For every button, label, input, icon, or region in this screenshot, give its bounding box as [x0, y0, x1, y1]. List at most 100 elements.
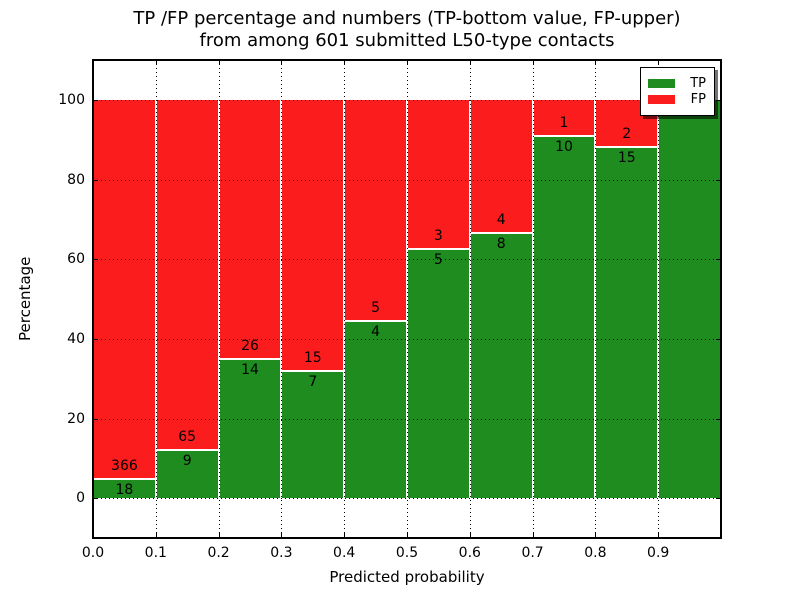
- bar-label-fp-7: 1: [559, 115, 569, 132]
- bar-segment-tp-3: [281, 371, 345, 499]
- chart-title: TP /FP percentage and numbers (TP-bottom…: [93, 8, 721, 52]
- x-tick-label-5: 0.5: [395, 545, 419, 561]
- x-tick-bottom-1: [155, 533, 157, 538]
- y-tick-right-20: [716, 418, 721, 420]
- bar-label-fp-0: 366: [111, 458, 138, 475]
- x-tick-top-3: [281, 60, 283, 65]
- bar-segment-fp-1: [155, 99, 219, 450]
- legend-item-tp: TP: [648, 77, 706, 90]
- y-tick-right-60: [716, 259, 721, 261]
- x-tick-bottom-8: [595, 533, 597, 538]
- bar-label-tp-4: 4: [371, 324, 381, 341]
- x-tick-bottom-6: [469, 533, 471, 538]
- legend-label-fp: FP: [690, 92, 706, 107]
- x-tick-top-8: [595, 60, 597, 65]
- bar-label-tp-7: 10: [555, 139, 573, 156]
- x-tick-top-7: [532, 60, 534, 65]
- x-tick-label-2: 0.2: [207, 545, 230, 561]
- y-tick-right-80: [716, 179, 721, 181]
- bar-label-fp-5: 3: [433, 228, 443, 245]
- x-tick-top-2: [218, 60, 220, 65]
- x-tick-label-4: 0.4: [333, 545, 356, 561]
- x-tick-label-9: 0.9: [647, 545, 670, 561]
- y-tick-label-40: 40: [67, 330, 85, 347]
- grid-line-v-9: [658, 60, 660, 538]
- x-tick-top-6: [469, 60, 471, 65]
- bar-segment-tp-0: [93, 479, 156, 499]
- bar-segment-fp-3: [281, 99, 345, 372]
- x-tick-top-10: [720, 60, 721, 65]
- chart-title-line2: from among 601 submitted L50-type contac…: [199, 30, 615, 51]
- bar-label-tp-8: 15: [617, 149, 636, 166]
- x-tick-top-1: [155, 60, 157, 65]
- y-tick-label-60: 60: [67, 251, 85, 268]
- legend-swatch-tp: [648, 79, 675, 88]
- bar-label-tp-5: 5: [433, 252, 443, 269]
- x-tick-bottom-10: [720, 533, 721, 538]
- bar-segment-tp-7: [532, 136, 596, 499]
- y-tick-right-100: [716, 99, 721, 101]
- bar-label-tp-2: 14: [241, 361, 259, 378]
- x-tick-label-1: 0.1: [144, 545, 167, 561]
- x-tick-label-7: 0.7: [521, 545, 544, 561]
- bar-label-tp-6: 8: [496, 235, 506, 252]
- bar-segment-fp-0: [93, 99, 156, 480]
- bar-segment-tp-1: [155, 449, 219, 499]
- legend: TP FP: [640, 67, 715, 116]
- grid-line-v-1: [155, 60, 157, 538]
- bar-label-fp-8: 2: [622, 125, 632, 142]
- bar-edge-4: [344, 320, 407, 323]
- x-tick-label-8: 0.8: [584, 545, 607, 561]
- y-tick-left-60: [93, 259, 98, 261]
- bar-segment-tp-5: [407, 249, 470, 499]
- y-tick-left-100: [93, 99, 98, 101]
- legend-label-tp: TP: [690, 76, 706, 91]
- bar-edge-7: [532, 135, 596, 138]
- y-tick-label-0: 0: [76, 490, 85, 507]
- y-tick-right-40: [716, 338, 721, 340]
- bar-edge-6: [469, 231, 533, 234]
- x-tick-label-6: 0.6: [458, 545, 481, 561]
- y-tick-left-80: [93, 179, 98, 181]
- chart-title-line1: TP /FP percentage and numbers (TP-bottom…: [133, 8, 681, 29]
- x-tick-bottom-5: [407, 533, 408, 538]
- x-tick-bottom-7: [532, 533, 534, 538]
- bar-edge-5: [407, 248, 470, 251]
- x-tick-label-0: 0.0: [81, 545, 105, 561]
- bar-label-tp-0: 18: [115, 482, 134, 499]
- grid-line-v-4: [344, 60, 346, 538]
- y-tick-left-20: [93, 418, 98, 420]
- bar-label-fp-1: 65: [178, 428, 197, 445]
- x-tick-bottom-9: [658, 533, 660, 538]
- y-tick-left-0: [93, 498, 98, 500]
- y-tick-left-40: [93, 338, 98, 340]
- y-tick-label-100: 100: [58, 91, 85, 108]
- x-tick-label-3: 0.3: [270, 545, 293, 561]
- bar-segment-tp-4: [344, 321, 407, 499]
- bar-segment-tp-8: [595, 146, 659, 499]
- bar-edge-1: [155, 448, 219, 451]
- bar-edge-0: [93, 478, 156, 481]
- bar-label-fp-3: 15: [303, 350, 322, 367]
- bar-label-tp-1: 9: [182, 452, 192, 469]
- x-tick-top-9: [658, 60, 660, 65]
- grid-line-v-5: [407, 60, 408, 538]
- grid-line-v-7: [532, 60, 534, 538]
- bar-edge-3: [281, 370, 345, 373]
- bar-segment-tp-9: [658, 99, 721, 499]
- bar-label-fp-2: 26: [241, 337, 259, 354]
- y-axis-label: Percentage: [16, 256, 34, 342]
- bar-segment-fp-2: [218, 99, 282, 359]
- y-tick-label-20: 20: [67, 410, 85, 427]
- bar-edge-8: [595, 145, 659, 148]
- bar-edge-2: [218, 357, 282, 360]
- x-tick-top-4: [344, 60, 346, 65]
- bar-segment-fp-4: [344, 99, 407, 322]
- grid-line-v-2: [218, 60, 220, 538]
- x-axis-label: Predicted probability: [329, 568, 485, 586]
- bar-segment-tp-2: [218, 358, 282, 499]
- grid-line-v-6: [469, 60, 471, 538]
- x-tick-bottom-2: [218, 533, 220, 538]
- x-tick-bottom-4: [344, 533, 346, 538]
- y-tick-right-0: [716, 498, 721, 500]
